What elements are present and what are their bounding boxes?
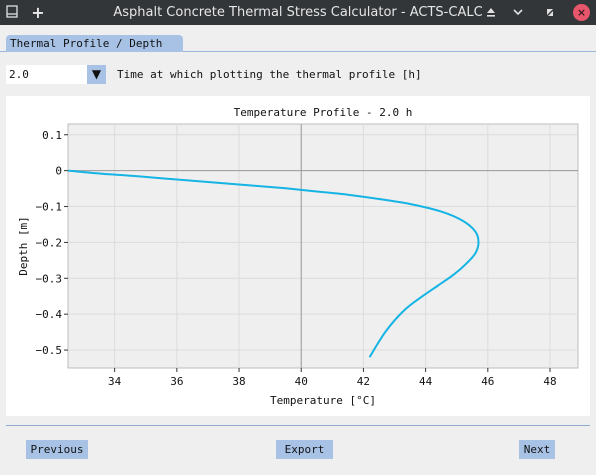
x-tick-label: 44 — [419, 375, 433, 388]
keep-above-icon[interactable] — [483, 0, 499, 25]
chart-title: Temperature Profile - 2.0 h — [234, 106, 413, 119]
time-select[interactable]: 2.0 ▼ — [6, 65, 106, 84]
x-tick-label: 38 — [232, 375, 245, 388]
y-axis-label: Depth [m] — [17, 216, 30, 276]
plot-panel: 34 36 38 40 42 44 46 48 0.1 0 −0.1 −0.2 −0.3 −0.4 −0.5… — [6, 96, 590, 416]
tab-bar: Thermal Profile / Depth — [0, 35, 596, 52]
tab-thermal-profile-depth[interactable]: Thermal Profile / Depth — [6, 35, 183, 52]
y-tick-label: −0.2 — [36, 236, 63, 249]
y-tick-label: −0.4 — [36, 308, 63, 321]
dropdown-arrow-icon[interactable]: ▼ — [87, 65, 106, 84]
x-tick-label: 42 — [357, 375, 370, 388]
x-tick-label: 48 — [543, 375, 556, 388]
maximize-icon[interactable] — [542, 0, 558, 25]
time-select-value: 2.0 — [9, 68, 29, 81]
y-tick-label: 0.1 — [42, 129, 62, 142]
y-tick-label: −0.3 — [36, 272, 63, 285]
y-tick-label: 0 — [55, 165, 62, 178]
bottom-divider — [6, 425, 590, 426]
minimize-icon[interactable] — [510, 0, 526, 25]
title-bar: + Asphalt Concrete Thermal Stress Calcul… — [0, 0, 596, 25]
y-tick-label: −0.5 — [36, 344, 63, 357]
new-window-icon[interactable]: + — [31, 3, 45, 22]
x-tick-label: 36 — [170, 375, 183, 388]
plot-area — [67, 123, 579, 369]
y-tick-label: −0.1 — [36, 201, 63, 214]
temperature-profile-chart: 34 36 38 40 42 44 46 48 0.1 0 −0.1 −0.2 −0.3 −0.4 −0.5… — [17, 106, 579, 407]
close-icon: × — [576, 6, 587, 19]
export-button[interactable]: Export — [276, 440, 333, 459]
window-menu-icon[interactable] — [4, 0, 20, 25]
x-axis-label: Temperature [°C] — [270, 394, 376, 407]
x-tick-label: 46 — [481, 375, 494, 388]
next-button[interactable]: Next — [519, 440, 555, 459]
window-title: Asphalt Concrete Thermal Stress Calculat… — [113, 5, 483, 20]
close-button[interactable]: × — [573, 4, 590, 21]
temperature-profile-line — [68, 169, 480, 358]
time-select-label: Time at which plotting the thermal profi… — [117, 68, 422, 81]
previous-button[interactable]: Previous — [26, 440, 88, 459]
x-tick-label: 34 — [108, 375, 122, 388]
x-tick-label: 40 — [295, 375, 308, 388]
